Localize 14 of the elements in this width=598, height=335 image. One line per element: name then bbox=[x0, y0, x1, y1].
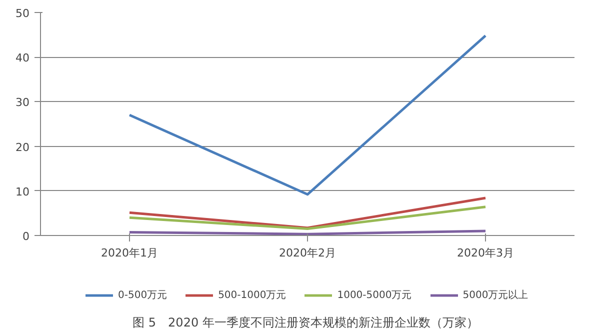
y-tick-label: 30 bbox=[16, 96, 30, 110]
y-tick-label: 50 bbox=[16, 7, 30, 20]
legend-label: 0-500万元 bbox=[118, 289, 168, 302]
x-tick-label: 2020年1月 bbox=[101, 246, 158, 260]
y-tick-label: 40 bbox=[16, 52, 30, 65]
caption: 图 5 2020 年一季度不同注册资本规模的新注册企业数（万家） bbox=[132, 316, 478, 330]
x-tick-label: 2020年3月 bbox=[457, 246, 514, 260]
y-tick-label: 0 bbox=[22, 230, 30, 243]
y-tick-label: 20 bbox=[16, 140, 30, 154]
legend-label: 1000-5000万元 bbox=[337, 289, 412, 302]
y-tick-label: 10 bbox=[16, 185, 30, 198]
legend-label: 5000万元以上 bbox=[462, 288, 528, 302]
legend-label: 500-1000万元 bbox=[218, 289, 286, 302]
x-tick-label: 2020年2月 bbox=[279, 246, 336, 260]
